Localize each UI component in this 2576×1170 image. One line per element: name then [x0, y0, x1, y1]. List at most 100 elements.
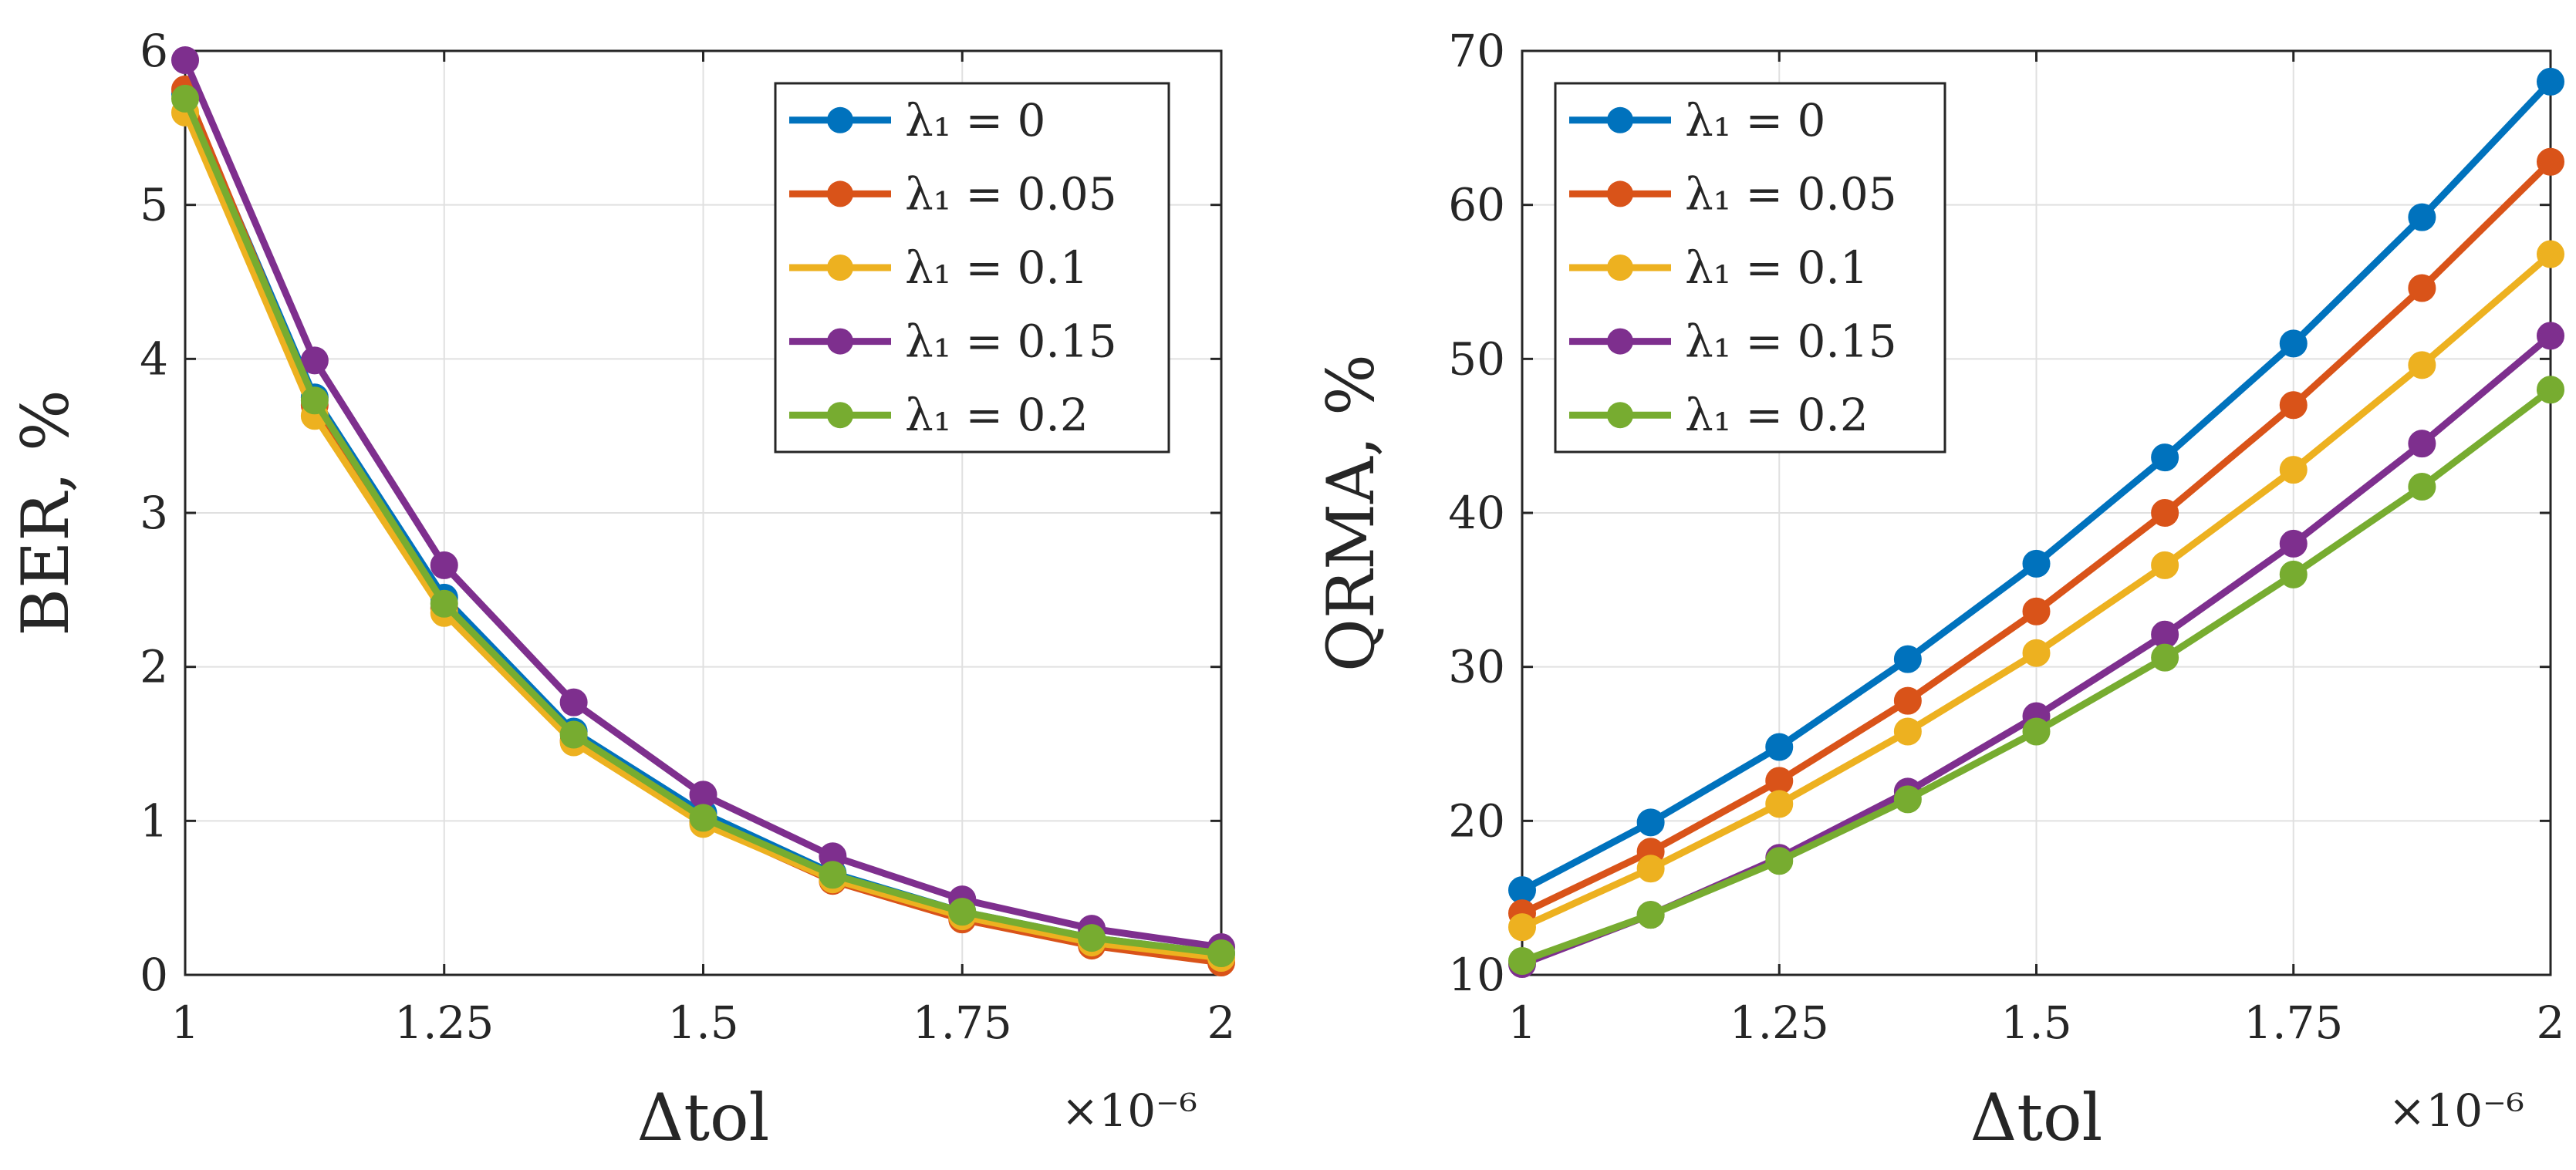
data-point-lambda-0-1	[2537, 240, 2564, 268]
data-point-lambda-0	[2151, 443, 2179, 472]
data-point-lambda-0-2	[689, 804, 717, 832]
x-tick-label: 1	[171, 996, 200, 1049]
legend-label-lambda-0-05: λ₁ = 0.05	[1685, 167, 1897, 220]
y-tick-label: 30	[1448, 641, 1505, 693]
data-point-lambda-0-05	[2151, 499, 2179, 527]
data-point-lambda-0-15	[2537, 322, 2564, 350]
data-point-lambda-0-2	[819, 861, 847, 889]
data-point-lambda-0-2	[1078, 924, 1106, 953]
data-point-lambda-0-2	[171, 84, 199, 113]
y-tick-label: 3	[140, 487, 168, 539]
y-tick-label: 4	[140, 332, 168, 385]
legend-marker-lambda-0-05	[1607, 180, 1633, 207]
data-point-lambda-0-2	[1207, 939, 1235, 968]
data-point-lambda-0-2	[1893, 785, 1922, 814]
legend-marker-lambda-0-15	[827, 328, 853, 355]
y-tick-label: 60	[1448, 179, 1505, 231]
legend-marker-lambda-0-1	[1607, 255, 1633, 281]
data-point-lambda-0-1	[2408, 351, 2436, 379]
x-axis-label: Δtol	[637, 1080, 770, 1155]
y-tick-label: 40	[1448, 487, 1505, 539]
data-point-lambda-0-15	[2279, 529, 2308, 558]
data-point-lambda-0-2	[430, 589, 458, 618]
data-point-lambda-0-15	[300, 346, 329, 375]
data-point-lambda-0-15	[430, 551, 458, 579]
data-point-lambda-0-2	[1765, 847, 1794, 875]
legend-marker-lambda-0-15	[1607, 328, 1633, 355]
data-point-lambda-0-15	[171, 46, 199, 74]
y-tick-label: 6	[140, 25, 168, 77]
data-point-lambda-0	[2022, 549, 2051, 578]
legend-marker-lambda-0	[827, 106, 853, 133]
y-tick-label: 50	[1448, 332, 1505, 385]
data-point-lambda-0-2	[559, 720, 588, 749]
y-axis-label: BER, %	[8, 389, 83, 636]
y-axis-label: QRMA, %	[1313, 354, 1389, 672]
y-tick-label: 70	[1448, 25, 1505, 77]
data-point-lambda-0-05	[2537, 147, 2564, 176]
legend-box	[774, 82, 1170, 454]
x-axis-multiplier: ×10⁻⁶	[1062, 1084, 1197, 1137]
data-point-lambda-0-2	[2151, 643, 2179, 672]
legend-label-lambda-0: λ₁ = 0	[1685, 94, 1825, 147]
x-tick-label: 1.25	[1730, 996, 1829, 1049]
data-point-lambda-0-05	[2022, 597, 2051, 625]
data-point-lambda-0-15	[689, 781, 717, 809]
x-tick-label: 1.75	[2243, 996, 2343, 1049]
data-point-lambda-0-2	[300, 386, 329, 415]
data-point-lambda-0-1	[2151, 551, 2179, 579]
x-tick-label: 1.5	[667, 996, 738, 1049]
data-point-lambda-0-15	[2151, 620, 2179, 649]
data-point-lambda-0-2	[1508, 947, 1536, 976]
legend-label-lambda-0-1: λ₁ = 0.1	[1685, 241, 1869, 294]
data-point-lambda-0	[1765, 733, 1794, 761]
data-point-lambda-0-15	[559, 688, 588, 716]
legend-marker-lambda-0-2	[827, 402, 853, 429]
data-point-lambda-0-05	[2279, 391, 2308, 420]
data-point-lambda-0-1	[2022, 639, 2051, 667]
data-point-lambda-0	[1636, 808, 1665, 837]
data-point-lambda-0-1	[1508, 913, 1536, 942]
data-point-lambda-0-1	[1893, 717, 1922, 746]
data-point-lambda-0	[2279, 329, 2308, 358]
legend-marker-lambda-0-1	[827, 255, 853, 281]
data-point-lambda-0-2	[1636, 901, 1665, 929]
legend-label-lambda-0-15: λ₁ = 0.15	[1685, 315, 1897, 368]
data-point-lambda-0-05	[1893, 686, 1922, 715]
x-axis-multiplier: ×10⁻⁶	[2389, 1084, 2524, 1137]
data-point-lambda-0-05	[2408, 274, 2436, 302]
data-point-lambda-0-1	[1765, 790, 1794, 818]
y-tick-label: 20	[1448, 794, 1505, 847]
data-point-lambda-0	[1508, 876, 1536, 905]
x-tick-label: 1	[1508, 996, 1537, 1049]
data-point-lambda-0	[2408, 203, 2436, 231]
data-point-lambda-0-2	[2022, 717, 2051, 746]
data-point-lambda-0-1	[2279, 456, 2308, 484]
data-point-lambda-0-2	[2279, 560, 2308, 588]
y-tick-label: 5	[140, 179, 168, 231]
legend-label-lambda-0: λ₁ = 0	[905, 94, 1045, 147]
y-tick-label: 1	[140, 794, 168, 847]
data-point-lambda-0	[1893, 645, 1922, 673]
legend-label-lambda-0-05: λ₁ = 0.05	[905, 167, 1117, 220]
x-tick-label: 2	[2537, 996, 2565, 1049]
data-point-lambda-0-2	[2408, 473, 2436, 501]
data-point-lambda-0-2	[948, 898, 977, 926]
data-point-lambda-0-1	[1636, 855, 1665, 883]
x-tick-label: 1.25	[394, 996, 494, 1049]
legend-label-lambda-0-15: λ₁ = 0.15	[905, 315, 1117, 368]
data-point-lambda-0-05	[1765, 767, 1794, 795]
legend-label-lambda-0-2: λ₁ = 0.2	[1685, 389, 1869, 441]
data-point-lambda-0	[2537, 67, 2564, 96]
data-point-lambda-0-15	[2408, 430, 2436, 458]
x-tick-label: 2	[1207, 996, 1236, 1049]
legend-marker-lambda-0	[1607, 106, 1633, 133]
y-tick-label: 0	[140, 949, 168, 1001]
y-tick-label: 10	[1448, 949, 1505, 1001]
x-axis-label: Δtol	[1970, 1080, 2103, 1155]
data-point-lambda-0-2	[2537, 376, 2564, 404]
legend-label-lambda-0-2: λ₁ = 0.2	[905, 389, 1089, 441]
legend-marker-lambda-0-2	[1607, 402, 1633, 429]
